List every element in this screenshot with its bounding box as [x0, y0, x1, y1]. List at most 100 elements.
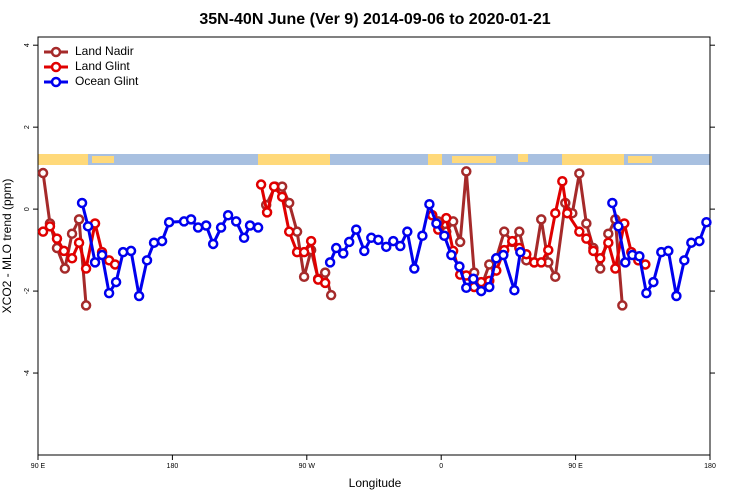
legend-label: Ocean Glint — [75, 74, 139, 88]
point — [51, 233, 63, 244]
point — [439, 230, 450, 242]
point — [133, 290, 145, 302]
point — [215, 222, 227, 233]
point — [110, 276, 122, 288]
point — [200, 220, 212, 231]
legend-marker — [50, 46, 62, 58]
point — [319, 277, 331, 289]
point — [446, 249, 457, 261]
point — [330, 242, 342, 254]
point — [641, 287, 652, 299]
point — [76, 197, 88, 209]
point — [109, 259, 121, 270]
point — [417, 230, 428, 242]
point — [89, 257, 101, 268]
point — [82, 221, 94, 232]
point — [610, 263, 621, 274]
point — [607, 197, 618, 209]
point — [192, 222, 204, 233]
point — [402, 226, 413, 237]
point — [261, 207, 273, 218]
point — [343, 236, 355, 248]
point — [238, 232, 250, 244]
point — [617, 300, 628, 311]
point — [550, 271, 561, 282]
y-tick-label: 0 — [24, 207, 31, 211]
point — [454, 236, 466, 248]
x-tick-label: 90 E — [568, 463, 583, 470]
point — [276, 181, 288, 192]
y-tick-label: 4 — [24, 43, 31, 47]
point — [319, 267, 331, 278]
x-tick-label: 180 — [167, 463, 179, 470]
point — [325, 289, 337, 301]
point — [125, 245, 137, 257]
point — [581, 218, 592, 229]
point — [686, 237, 697, 248]
point — [431, 218, 442, 229]
point — [80, 300, 92, 311]
x-axis-label: Longitude — [349, 476, 402, 490]
point — [163, 216, 175, 228]
point — [603, 237, 614, 248]
point — [156, 235, 168, 247]
point — [454, 261, 465, 272]
point — [679, 255, 690, 266]
point — [185, 214, 197, 225]
y-tick-label: -2 — [24, 288, 31, 294]
point — [395, 240, 406, 252]
point — [73, 214, 85, 225]
map-strip — [38, 154, 710, 165]
point — [701, 216, 712, 228]
point — [694, 235, 705, 247]
point — [66, 228, 78, 239]
point — [648, 276, 659, 288]
x-tick-label: 90 W — [299, 463, 316, 470]
point — [283, 197, 295, 209]
point — [252, 222, 264, 233]
point — [536, 257, 547, 268]
point — [507, 235, 518, 247]
point — [37, 226, 49, 237]
point — [117, 246, 129, 258]
point — [634, 250, 645, 262]
point — [620, 257, 631, 268]
plot-frame — [37, 36, 711, 456]
x-tick-label: 90 E — [31, 463, 46, 470]
point — [409, 263, 420, 274]
x-tick-label: 180 — [704, 463, 716, 470]
point — [268, 181, 280, 192]
point — [671, 290, 682, 302]
point — [244, 220, 256, 231]
point — [613, 221, 624, 232]
point — [550, 207, 561, 219]
legend-label: Land Nadir — [75, 44, 134, 58]
point — [148, 237, 160, 248]
point — [594, 263, 606, 274]
point — [305, 235, 317, 247]
chart-title: 35N-40N June (Ver 9) 2014-09-06 to 2020-… — [199, 11, 550, 28]
point — [581, 233, 592, 244]
point — [207, 238, 219, 250]
point — [59, 263, 71, 274]
point — [461, 282, 472, 294]
point — [663, 245, 674, 257]
point — [574, 226, 585, 237]
point — [380, 241, 392, 253]
point — [373, 234, 384, 246]
legend-label: Land Glint — [75, 59, 130, 73]
legend-marker — [50, 76, 62, 88]
point — [509, 285, 520, 296]
point — [230, 216, 242, 227]
point — [475, 285, 487, 297]
y-tick-label: 2 — [24, 125, 31, 129]
point — [337, 248, 349, 259]
point — [80, 263, 92, 274]
point — [283, 226, 295, 237]
point — [103, 287, 115, 299]
point — [588, 245, 599, 257]
point — [484, 259, 495, 270]
point — [515, 246, 526, 258]
point — [58, 245, 70, 257]
point — [388, 235, 399, 247]
